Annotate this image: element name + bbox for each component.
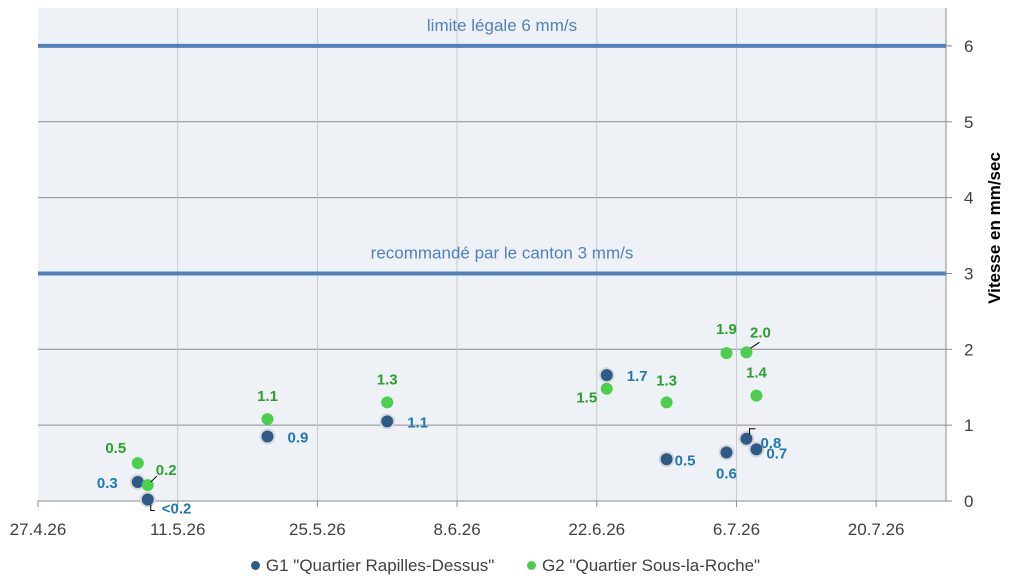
y-tick-label: 0 <box>964 492 973 511</box>
data-label-g1: 0.3 <box>97 475 118 492</box>
data-labels: 0.3 <0.2 0.9 1.1 1.7 0.5 0.6 0.80.7 0.5 0.2 1.1 1.3… <box>97 321 787 517</box>
axes: 0 1 2 3 4 5 6 27.4.26 11.5.26 25.5.26 8.6.26 22.6.2… <box>10 8 973 539</box>
reference-lines: limite légale 6 mm/s recommandé par le ca… <box>38 16 946 276</box>
legend-marker-g1 <box>250 561 260 570</box>
reference-line-label: recommandé par le canton 3 mm/s <box>371 243 634 262</box>
label-leader-line <box>150 504 155 511</box>
legend-marker-g2 <box>527 561 537 570</box>
data-point-g1 <box>598 367 615 384</box>
data-point-g2 <box>261 413 274 426</box>
data-point-g1 <box>658 451 675 468</box>
data-label-g2: 1.9 <box>716 321 737 338</box>
y-tick-label: 3 <box>964 264 973 283</box>
data-points <box>129 346 765 508</box>
x-tick-label: 20.7.26 <box>848 520 905 539</box>
data-label-g1: 0.8 <box>760 435 781 452</box>
data-point-g2 <box>600 382 613 395</box>
data-label-g1: 1.7 <box>627 368 648 385</box>
legend-item-g1: G1 "Quartier Rapilles-Dessus" <box>250 555 495 576</box>
data-point-g2 <box>720 347 733 360</box>
legend: G1 "Quartier Rapilles-Dessus" G2 "Quarti… <box>0 555 1011 576</box>
data-point-g1 <box>139 491 156 508</box>
data-label-g1: 0.7 <box>766 445 787 462</box>
data-label-g1: 0.6 <box>716 465 737 482</box>
label-leader-line <box>750 341 760 349</box>
data-point-g1 <box>738 430 755 447</box>
label-leader-line <box>150 475 158 483</box>
data-label-g2: 1.3 <box>656 372 677 389</box>
data-label-g2: 1.5 <box>576 390 597 407</box>
data-point-g2 <box>660 396 673 409</box>
data-label-g2: 1.3 <box>377 371 398 388</box>
legend-label-g2: G2 "Quartier Sous-la-Roche" <box>542 555 761 575</box>
y-tick-label: 2 <box>964 340 973 359</box>
legend-item-g2: G2 "Quartier Sous-la-Roche" <box>527 556 760 576</box>
data-point-g1 <box>718 444 735 461</box>
x-tick-label: 11.5.26 <box>150 520 205 539</box>
x-tick-label: 6.7.26 <box>713 520 760 539</box>
x-tick-label: 25.5.26 <box>289 520 346 539</box>
data-point-g2 <box>131 457 144 470</box>
data-label-g2: 0.2 <box>156 462 177 479</box>
data-point-g2 <box>750 389 763 402</box>
y-tick-label: 4 <box>964 189 973 208</box>
y-axis-title: Vitesse en mm/sec <box>985 152 1004 304</box>
data-point-g2 <box>381 396 394 409</box>
x-tick-label: 22.6.26 <box>568 520 625 539</box>
data-label-g1: <0.2 <box>162 500 192 517</box>
data-label-g2: 2.0 <box>750 324 771 341</box>
data-label-g1: 0.5 <box>675 452 696 469</box>
x-tick-label: 27.4.26 <box>10 520 67 539</box>
x-tick-label: 8.6.26 <box>433 520 480 539</box>
data-label-g1: 0.9 <box>287 430 308 447</box>
data-point-g1 <box>379 413 396 430</box>
data-label-g2: 0.5 <box>105 440 126 457</box>
data-label-g2: 1.4 <box>746 365 768 382</box>
legend-label-g1: G1 "Quartier Rapilles-Dessus" <box>265 555 495 575</box>
y-tick-label: 1 <box>964 416 973 435</box>
data-label-g2: 1.1 <box>257 388 278 405</box>
y-tick-label: 5 <box>964 113 973 132</box>
label-leader-line <box>748 428 756 435</box>
plot-area <box>38 8 946 501</box>
y-tick-label: 6 <box>964 37 973 56</box>
data-point-g2 <box>740 346 753 359</box>
data-point-g1 <box>259 428 276 445</box>
data-label-g1: 1.1 <box>407 414 428 431</box>
reference-line-label: limite légale 6 mm/s <box>427 16 577 35</box>
data-point-g1 <box>748 441 765 458</box>
